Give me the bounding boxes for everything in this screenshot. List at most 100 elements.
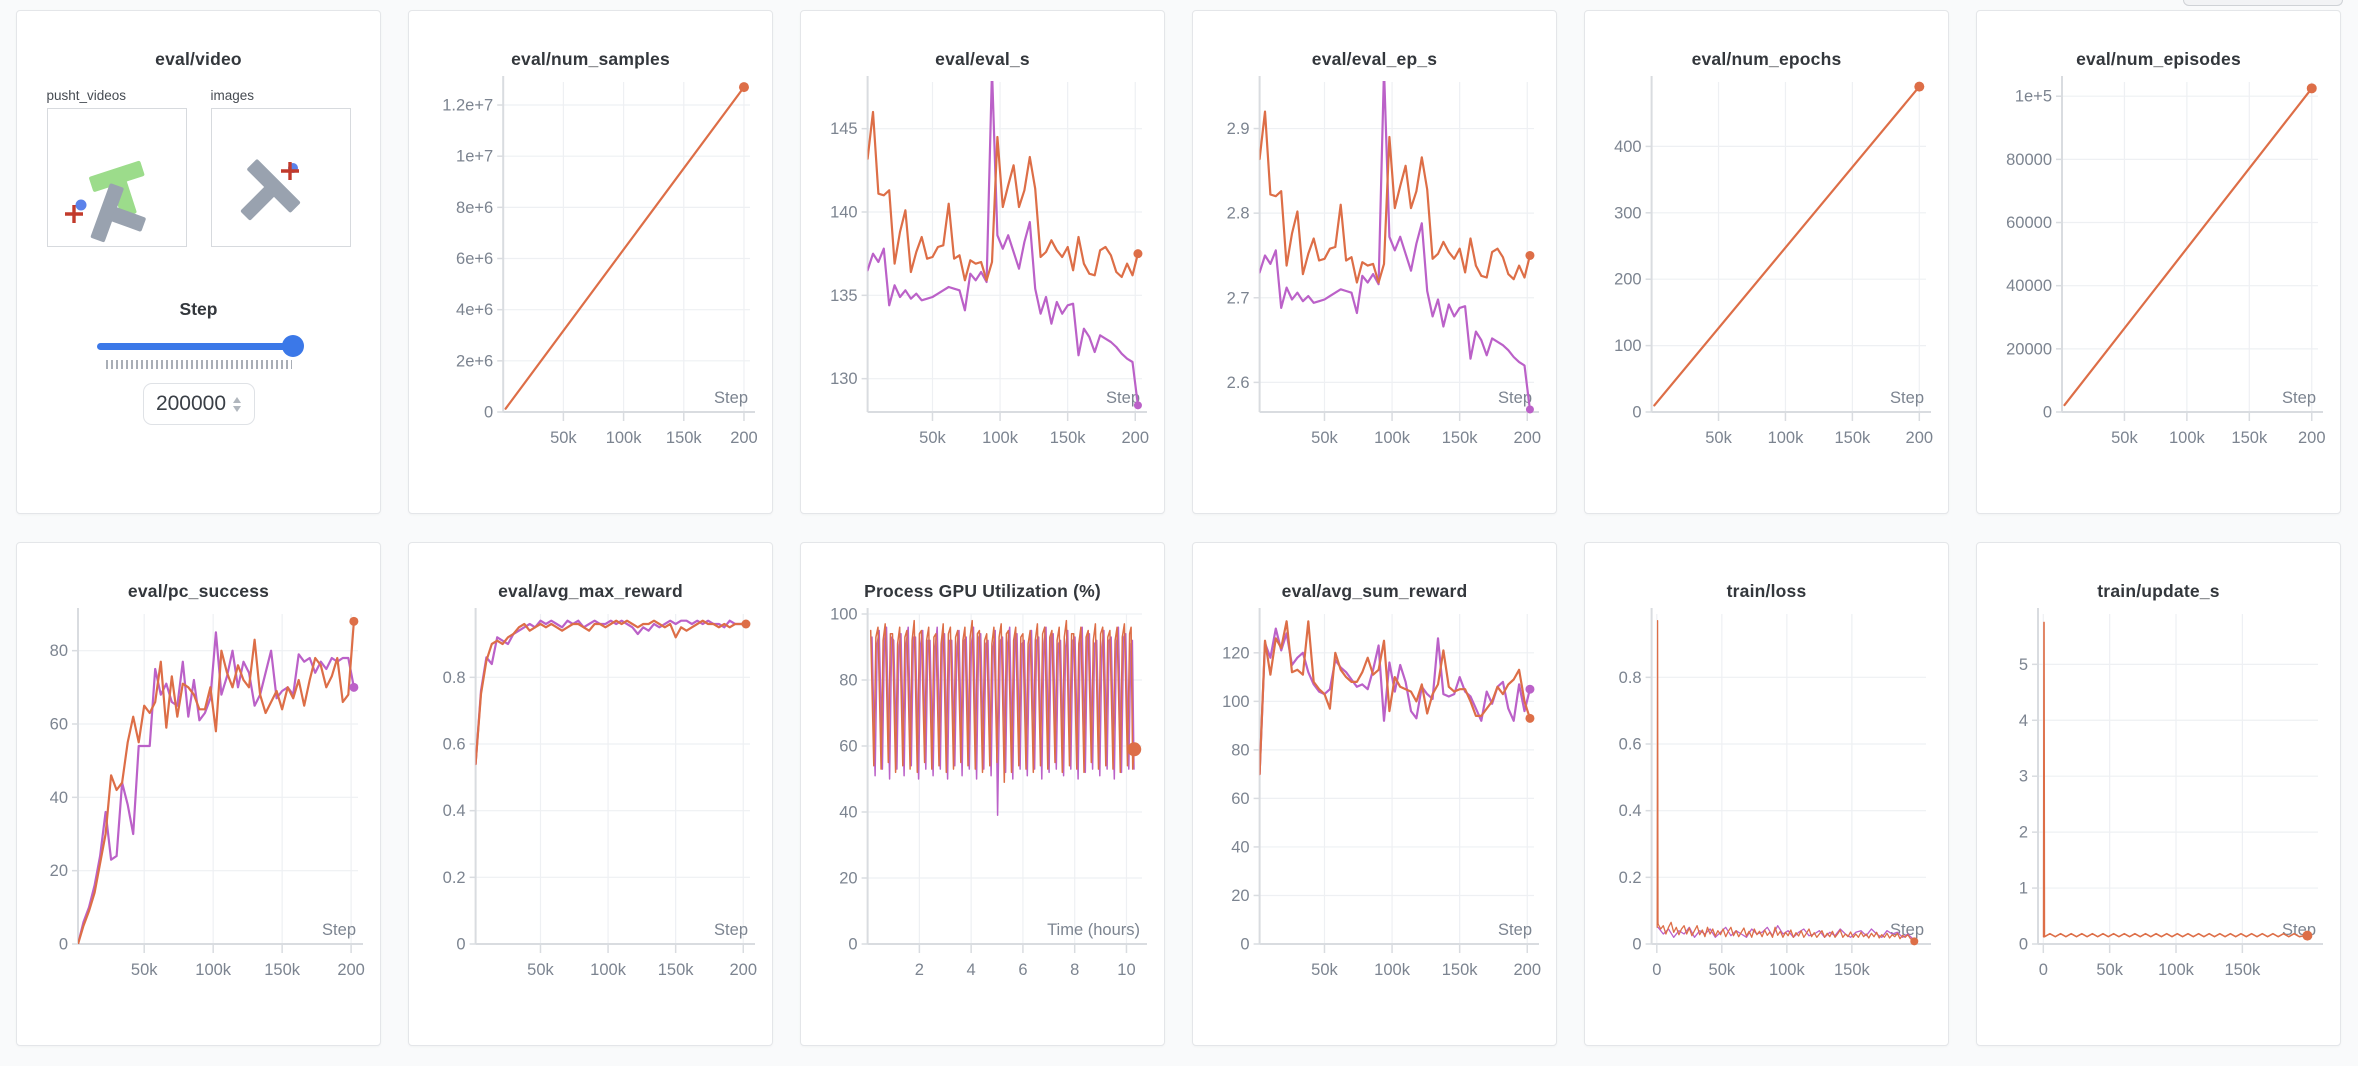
panel-title: eval/num_samples — [511, 49, 670, 69]
svg-text:20: 20 — [1231, 887, 1249, 905]
step-slider-label: Step — [179, 299, 218, 319]
svg-text:Step: Step — [1106, 389, 1140, 407]
chart-gpu-utilization[interactable]: 0 20 40 60 80 100 2 4 6 8 10 Time (hours) — [816, 606, 1149, 1008]
panel-title: eval/pc_success — [127, 581, 270, 601]
chart-eval-num-episodes[interactable]: 0 20000 40000 60000 80000 1e+5 50k 100k 150k 200 S… — [1992, 74, 2325, 476]
svg-text:200: 200 — [1513, 429, 1541, 447]
goal-cross-icon — [64, 205, 83, 223]
svg-text:50k: 50k — [2111, 429, 2138, 447]
svg-text:200: 200 — [1614, 271, 1642, 289]
decrement-icon[interactable] — [233, 405, 242, 412]
svg-text:100k: 100k — [195, 961, 232, 979]
panel-eval-pc-success: eval/pc_success 0 20 40 60 80 50k 100k 150k 200 S… — [16, 542, 381, 1046]
gray-t-shape — [240, 159, 300, 221]
svg-text:300: 300 — [1614, 204, 1642, 222]
svg-text:0: 0 — [2019, 936, 2028, 954]
step-value: 200000 — [155, 392, 227, 415]
chart-eval-avg-max-reward[interactable]: 0 0.2 0.4 0.6 0.8 50k 100k 150k 200 Step — [424, 606, 757, 1008]
svg-text:100: 100 — [1222, 693, 1250, 711]
stepper-arrows[interactable] — [233, 396, 242, 412]
video-thumbnail-pusht[interactable] — [46, 108, 187, 247]
svg-text:Time (hours): Time (hours) — [1047, 921, 1140, 939]
panel-title: train/loss — [1726, 581, 1807, 601]
increment-icon[interactable] — [233, 396, 242, 403]
svg-text:50k: 50k — [1311, 961, 1338, 979]
step-input[interactable]: 200000 — [142, 383, 255, 425]
panel-title: eval/avg_max_reward — [498, 581, 683, 601]
svg-text:40: 40 — [839, 804, 857, 822]
svg-text:0: 0 — [1652, 961, 1661, 979]
partial-element-top-right — [2183, 0, 2343, 6]
media-label: images — [210, 88, 255, 103]
svg-text:20: 20 — [839, 870, 857, 888]
slider-track[interactable] — [96, 343, 301, 350]
svg-text:60: 60 — [50, 716, 68, 734]
svg-text:100k: 100k — [982, 429, 1019, 447]
chart-eval-num-samples[interactable]: 0 2e+6 4e+6 6e+6 8e+6 1e+7 1.2e+7 50k 100k 150k 20… — [424, 74, 757, 476]
svg-text:200: 200 — [1121, 429, 1149, 447]
svg-text:120: 120 — [1222, 644, 1250, 662]
svg-text:0: 0 — [456, 936, 465, 954]
step-slider[interactable] — [96, 335, 304, 357]
svg-text:150k: 150k — [658, 961, 695, 979]
svg-text:150k: 150k — [2224, 961, 2261, 979]
svg-text:200: 200 — [1513, 961, 1541, 979]
svg-text:100: 100 — [830, 606, 858, 624]
svg-text:200: 200 — [729, 961, 757, 979]
svg-text:Step: Step — [1498, 921, 1532, 939]
chart-eval-avg-sum-reward[interactable]: 0 20 40 60 80 100 120 50k 100k 150k 200 Step — [1208, 606, 1541, 1008]
slider-handle[interactable] — [281, 335, 304, 357]
panel-title: eval/video — [155, 49, 242, 69]
svg-text:0: 0 — [484, 404, 493, 422]
chart-eval-eval-ep-s[interactable]: 2.6 2.7 2.8 2.9 50k 100k 150k 200 Step — [1208, 74, 1541, 476]
svg-text:0: 0 — [59, 936, 68, 954]
svg-text:2: 2 — [915, 961, 924, 979]
slider-tick-ruler — [105, 360, 292, 369]
svg-text:0: 0 — [848, 936, 857, 954]
svg-text:80: 80 — [839, 672, 857, 690]
svg-text:80000: 80000 — [2006, 151, 2052, 169]
svg-text:Step: Step — [714, 389, 748, 407]
svg-text:200: 200 — [1906, 429, 1933, 447]
svg-text:0.4: 0.4 — [443, 802, 466, 820]
chart-eval-pc-success[interactable]: 0 20 40 60 80 50k 100k 150k 200 Step — [32, 606, 365, 1008]
chart-eval-num-epochs[interactable]: 0 100 200 300 400 50k 100k 150k 200 Step — [1600, 74, 1933, 476]
svg-text:10: 10 — [1117, 961, 1135, 979]
svg-text:6e+6: 6e+6 — [456, 250, 493, 268]
svg-text:2.6: 2.6 — [1227, 374, 1250, 392]
svg-text:50k: 50k — [919, 429, 946, 447]
media-row: pusht_videos — [17, 88, 380, 247]
svg-text:1e+7: 1e+7 — [456, 148, 493, 166]
svg-text:150k: 150k — [1834, 429, 1871, 447]
svg-text:200: 200 — [337, 961, 365, 979]
svg-text:20000: 20000 — [2006, 340, 2052, 358]
gray-t-shape — [90, 183, 146, 243]
svg-text:1.2e+7: 1.2e+7 — [442, 97, 493, 115]
panel-title: eval/num_epochs — [1691, 49, 1842, 69]
video-thumbnail-images[interactable] — [210, 108, 351, 247]
svg-text:2.7: 2.7 — [1227, 289, 1250, 307]
svg-text:Step: Step — [322, 921, 356, 939]
panel-eval-eval-ep-s: eval/eval_ep_s 2.6 2.7 2.8 2.9 50k 100k 150k 20… — [1192, 10, 1557, 514]
panel-eval-num-episodes: eval/num_episodes 0 20000 40000 60000 80000 1… — [1976, 10, 2341, 514]
svg-text:0: 0 — [2043, 404, 2052, 422]
panel-title: Process GPU Utilization (%) — [864, 581, 1101, 601]
panel-row-2: eval/pc_success 0 20 40 60 80 50k 100k 150k 200 S… — [16, 542, 2342, 1046]
svg-text:40: 40 — [1231, 838, 1249, 856]
media-label: pusht_videos — [46, 88, 127, 103]
svg-text:150k: 150k — [666, 429, 703, 447]
panel-eval-avg-max-reward: eval/avg_max_reward 0 0.2 0.4 0.6 0.8 50k 100k… — [408, 542, 773, 1046]
svg-text:50k: 50k — [1311, 429, 1338, 447]
panel-title: eval/eval_s — [935, 49, 1030, 69]
svg-text:400: 400 — [1614, 138, 1642, 156]
svg-text:100k: 100k — [1374, 429, 1411, 447]
svg-text:80: 80 — [50, 642, 68, 660]
svg-text:130: 130 — [830, 370, 858, 388]
chart-eval-eval-s[interactable]: 130 135 140 145 50k 100k 150k 200 Step — [816, 74, 1149, 476]
panel-train-update-s: train/update_s 0 1 2 3 4 5 0 50k 100k 150k Step — [1976, 542, 2341, 1046]
panel-train-loss: train/loss 0 0.2 0.4 0.6 0.8 0 50k 100k 150k Step — [1584, 542, 1949, 1046]
panel-title: eval/num_episodes — [2076, 49, 2241, 69]
